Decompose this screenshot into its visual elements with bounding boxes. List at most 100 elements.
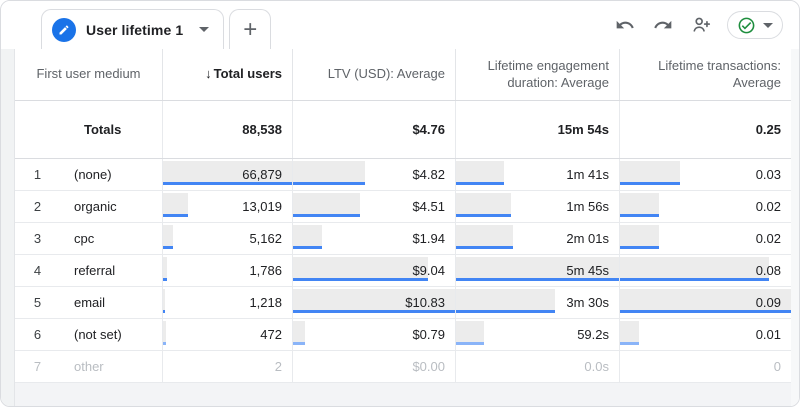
metric-cell[interactable]: 3m 30s [455,287,619,318]
metric-value: 13,019 [242,199,282,214]
table-row[interactable]: 1 (none) 66,879 $4.82 1m 41s 0.03 [15,159,791,191]
header-lifetime-transactions[interactable]: Lifetime transactions: Average [619,49,791,100]
metric-value: 2m 01s [566,231,609,246]
metric-cell[interactable]: 0.01 [619,319,791,350]
metric-cell[interactable]: 0.03 [619,159,791,190]
value-bar [620,257,769,281]
metric-cell[interactable]: $4.51 [292,191,455,222]
value-bar [620,321,639,345]
metric-cell[interactable]: 0.02 [619,191,791,222]
metric-value: 0.03 [755,167,781,182]
metric-value: 2 [274,359,282,374]
metric-cell[interactable]: $1.94 [292,223,455,254]
undo-icon[interactable] [613,13,637,37]
value-bar [293,289,455,313]
metric-value: 59.2s [577,327,609,342]
metric-cell[interactable]: 59.2s [455,319,619,350]
table-row[interactable]: 4 referral 1,786 $9.04 5m 45s 0.08 [15,255,791,287]
metric-cell[interactable]: 0.02 [619,223,791,254]
edit-icon [52,17,76,42]
table-row[interactable]: 2 organic 13,019 $4.51 1m 56s 0.02 [15,191,791,223]
table-body: 1 (none) 66,879 $4.82 1m 41s 0.03 2 organic… [15,159,791,383]
tab-user-lifetime[interactable]: User lifetime 1 [41,9,225,49]
metric-cell[interactable]: 66,879 [162,159,292,190]
value-bar [293,193,361,217]
metric-cell[interactable]: 0 [619,351,791,382]
value-bar [163,225,173,249]
metric-value: 0.01 [755,327,781,342]
metric-cell[interactable]: $4.82 [292,159,455,190]
metric-value: 0.09 [755,295,781,310]
header-first-user-medium[interactable]: First user medium [36,66,141,82]
metric-value: 3m 30s [566,295,609,310]
metric-value: 5,162 [249,231,282,246]
redo-icon[interactable] [651,13,675,37]
metric-value: $0.79 [412,327,445,342]
metric-cell[interactable]: 0.08 [619,255,791,286]
metric-cell[interactable]: 1,218 [162,287,292,318]
header-ltv-average[interactable]: LTV (USD): Average [292,49,455,100]
metric-cell[interactable]: 472 [162,319,292,350]
metric-cell[interactable]: 1,786 [162,255,292,286]
value-bar [293,321,305,345]
value-bar [293,225,322,249]
value-bar [293,161,366,185]
table-row[interactable]: 7 other 2 $0.00 0.0s 0 [15,351,791,383]
metric-value: 1m 41s [566,167,609,182]
dimension-value: other [74,359,104,374]
metric-cell[interactable]: 2m 01s [455,223,619,254]
table-bottom-spacer [15,383,791,406]
canvas-right-gutter [791,49,799,406]
metric-cell[interactable]: $0.79 [292,319,455,350]
metric-value: 5m 45s [566,263,609,278]
table-row[interactable]: 5 email 1,218 $10.83 3m 30s 0.09 [15,287,791,319]
header-engagement-duration[interactable]: Lifetime engagement duration: Average [455,49,619,100]
metric-value: 0 [773,359,781,374]
metric-value: 0.02 [755,199,781,214]
add-tab-button[interactable]: + [229,9,272,49]
tab-bar: User lifetime 1 + [1,1,799,49]
table-row[interactable]: 3 cpc 5,162 $1.94 2m 01s 0.02 [15,223,791,255]
metric-value: $4.82 [412,167,445,182]
value-bar [456,161,504,185]
metric-cell[interactable]: 5m 45s [455,255,619,286]
metric-cell[interactable]: 0.0s [455,351,619,382]
header-total-users[interactable]: ↓ Total users [162,49,292,100]
dimension-value: organic [74,199,117,214]
row-number: 4 [33,263,42,278]
totals-engagement: 15m 54s [455,101,619,158]
metric-cell[interactable]: 2 [162,351,292,382]
metric-cell[interactable]: 0.09 [619,287,791,318]
table-row[interactable]: 6 (not set) 472 $0.79 59.2s 0.01 [15,319,791,351]
metric-cell[interactable]: $10.83 [292,287,455,318]
value-bar [456,193,511,217]
metric-value: $4.51 [412,199,445,214]
value-bar [456,289,556,313]
metric-value: 66,879 [242,167,282,182]
chevron-down-icon[interactable] [199,27,210,32]
metric-cell[interactable]: 1m 56s [455,191,619,222]
value-bar [163,161,292,185]
share-user-add-icon[interactable] [689,13,713,37]
metric-cell[interactable]: 13,019 [162,191,292,222]
dimension-value: referral [74,263,116,278]
value-bar [163,321,166,345]
metric-cell[interactable]: 1m 41s [455,159,619,190]
row-number: 6 [33,327,42,342]
metric-cell[interactable]: $0.00 [292,351,455,382]
value-bar [620,289,791,313]
status-button[interactable] [727,11,783,39]
sort-descending-icon: ↓ [205,66,212,82]
metric-value: 472 [260,327,282,342]
metric-value: $0.00 [412,359,445,374]
metric-value: 1m 56s [566,199,609,214]
tab-label: User lifetime 1 [86,21,184,38]
totals-row: Totals 88,538 $4.76 15m 54s 0.25 [15,101,791,159]
value-bar [163,289,166,313]
value-bar [620,225,660,249]
metric-cell[interactable]: 5,162 [162,223,292,254]
canvas-left-gutter [1,49,14,406]
metric-cell[interactable]: $9.04 [292,255,455,286]
row-number: 1 [33,167,42,182]
value-bar [456,225,514,249]
